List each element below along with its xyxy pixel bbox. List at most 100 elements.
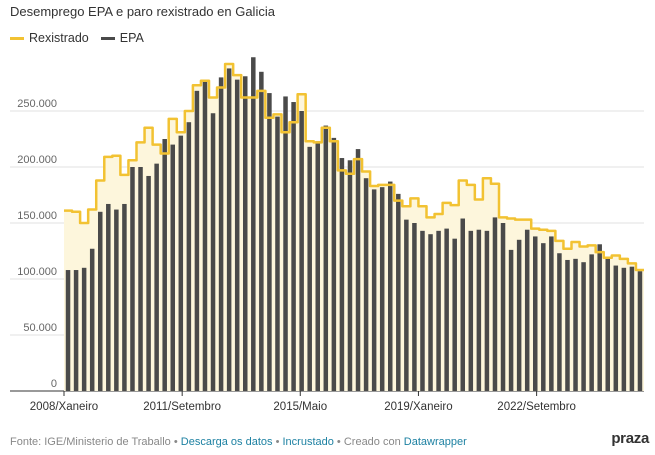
legend-swatch-rexistrado xyxy=(10,36,24,40)
legend-item-rexistrado[interactable]: Rexistrado xyxy=(10,31,89,45)
bar-epa xyxy=(355,149,361,391)
x-tick-label: 2019/Xaneiro xyxy=(384,401,452,413)
bar-epa xyxy=(226,68,232,391)
bar-epa xyxy=(387,181,393,391)
x-tick-label: 2008/Xaneiro xyxy=(30,401,98,413)
bar-epa xyxy=(130,167,135,391)
bar-epa xyxy=(581,262,586,391)
bar-epa xyxy=(242,76,248,391)
bar-epa xyxy=(573,258,578,391)
bar-epa xyxy=(347,160,353,391)
bar-epa xyxy=(283,96,288,391)
bar-epa xyxy=(379,187,385,391)
bar-epa xyxy=(170,144,176,391)
bar-epa xyxy=(73,270,79,391)
bar-epa xyxy=(323,125,329,391)
bar-epa xyxy=(492,217,498,391)
chart-plot: 0 50.000 100.000 150.000 200.000 250.000 2008/… xyxy=(10,57,644,413)
bar-epa xyxy=(154,163,159,391)
bar-epa xyxy=(500,223,506,391)
bar-epa xyxy=(202,80,208,391)
bar-epa xyxy=(516,239,522,391)
bar-epa xyxy=(412,223,417,391)
footer-separator: • xyxy=(336,436,341,448)
footer-created: Creado con xyxy=(343,436,401,448)
bar-epa xyxy=(404,219,409,391)
bar-epa xyxy=(557,253,562,391)
bar-epa xyxy=(275,116,280,391)
series-line-rexistrado xyxy=(64,62,644,272)
bar-epa xyxy=(597,244,602,391)
legend-item-epa[interactable]: EPA xyxy=(100,31,144,45)
download-data-link[interactable]: Descarga os datos xyxy=(180,436,273,448)
bar-epa xyxy=(307,146,312,391)
bar-epa xyxy=(428,234,433,391)
bar-epa xyxy=(138,167,143,391)
bar-epa xyxy=(339,158,345,391)
footer-source: Fonte: IGE/Ministerio de Traballo xyxy=(10,436,171,448)
bar-epa xyxy=(565,259,570,391)
bar-epa xyxy=(605,258,611,391)
footer-separator: • xyxy=(275,436,280,448)
bar-epa xyxy=(613,265,619,391)
bar-epa xyxy=(291,102,296,391)
bar-epa xyxy=(122,203,127,391)
y-tick-label: 0 xyxy=(51,378,57,390)
bar-epa xyxy=(589,254,594,391)
bar-epa xyxy=(331,137,337,391)
bar-epa xyxy=(81,267,87,391)
y-tick-label: 200.000 xyxy=(17,154,57,166)
bar-epa xyxy=(363,178,369,391)
embed-link[interactable]: Incrustado xyxy=(282,436,334,448)
bar-epa xyxy=(97,211,103,391)
bar-epa xyxy=(315,141,321,391)
bar-epa xyxy=(299,111,304,391)
bar-epa xyxy=(146,175,151,391)
x-tick-label: 2011/Setembro xyxy=(143,401,221,413)
legend-label-epa: EPA xyxy=(119,31,144,45)
bar-epa xyxy=(114,209,119,391)
bar-epa xyxy=(259,71,264,392)
x-tick-label: 2015/Maio xyxy=(273,401,327,413)
bar-epa xyxy=(629,266,635,391)
legend-swatch-epa xyxy=(100,36,115,40)
bar-epa xyxy=(436,230,441,391)
datawrapper-link[interactable]: Datawrapper xyxy=(403,436,467,448)
y-tick-label: 50.000 xyxy=(23,322,57,334)
bar-epa xyxy=(234,79,240,391)
bar-epa xyxy=(532,236,538,391)
bar-epa xyxy=(396,193,401,391)
bar-epa xyxy=(508,249,514,391)
bar-epa xyxy=(637,271,643,391)
bar-epa xyxy=(218,77,224,392)
bar-epa xyxy=(267,93,272,391)
bar-epa xyxy=(444,228,449,391)
bar-epa xyxy=(524,229,530,391)
y-tick-label: 150.000 xyxy=(17,210,57,222)
bar-epa xyxy=(186,122,192,391)
bar-epa xyxy=(210,113,216,392)
footer: Fonte: IGE/Ministerio de Traballo • Desc… xyxy=(10,436,467,448)
bar-epa xyxy=(621,267,627,391)
bar-epa xyxy=(371,189,377,391)
rexistrado-area xyxy=(64,63,644,392)
bar-epa xyxy=(194,90,200,391)
bar-epa xyxy=(251,57,256,392)
bar-epa xyxy=(162,139,167,391)
bar-epa xyxy=(541,243,546,391)
bar-epa xyxy=(89,248,95,391)
x-tick-label: 2022/Setembro xyxy=(497,401,576,413)
bar-epa xyxy=(484,230,490,391)
y-tick-label: 250.000 xyxy=(17,98,57,110)
bar-epa xyxy=(452,238,457,391)
legend: Rexistrado EPA xyxy=(10,31,156,45)
bar-epa xyxy=(549,236,554,391)
bar-epa xyxy=(178,135,184,391)
bar-epa xyxy=(476,229,482,391)
bar-epa xyxy=(65,270,71,391)
y-tick-label: 100.000 xyxy=(17,266,57,278)
footer-separator: • xyxy=(173,436,178,448)
bar-epa xyxy=(460,218,466,391)
bar-epa xyxy=(106,203,111,391)
bar-epa xyxy=(420,230,425,391)
